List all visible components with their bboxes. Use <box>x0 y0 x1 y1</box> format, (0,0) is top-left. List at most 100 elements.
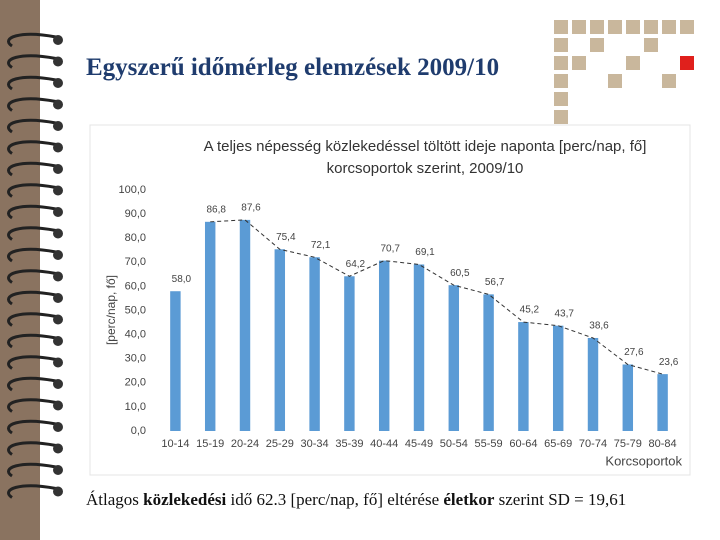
x-tick-label: 80-84 <box>649 438 677 450</box>
x-tick-label: 40-44 <box>370 438 398 450</box>
binding-hole <box>53 250 63 260</box>
binding-ring <box>7 398 57 413</box>
y-tick-label: 60,0 <box>125 280 146 292</box>
binding-hole <box>53 357 63 368</box>
x-tick-label: 75-79 <box>614 438 642 450</box>
bar <box>309 257 320 431</box>
footer: Átlagos közlekedési idő 62.3 [perc/nap, … <box>86 490 626 510</box>
x-tick-label: 65-69 <box>544 438 572 450</box>
trend-line <box>210 219 663 375</box>
value-label: 38,6 <box>589 321 609 332</box>
slide-title: Egyszerű időmérleg elemzések 2009/10 <box>86 54 500 81</box>
binding-hole <box>53 185 63 196</box>
deco-square <box>554 38 568 52</box>
binding-ring <box>7 204 57 220</box>
binding-hole <box>53 207 63 217</box>
binding-hole <box>53 271 63 282</box>
bar <box>622 364 634 431</box>
binding-ring <box>7 54 57 69</box>
bar <box>413 264 425 431</box>
bar <box>344 276 355 431</box>
y-axis-label: [perc/nap, fő] <box>104 275 118 345</box>
value-label: 86,8 <box>206 204 226 215</box>
footer-text: idő 62.3 [perc/nap, fő] eltérése <box>226 490 444 509</box>
x-tick-label: 10-14 <box>161 438 189 450</box>
value-label: 69,1 <box>415 247 435 258</box>
bar <box>204 221 216 431</box>
binding-hole <box>53 443 63 454</box>
bar <box>518 322 529 431</box>
value-label: 70,7 <box>380 243 400 254</box>
value-label: 75,4 <box>276 232 296 243</box>
value-label: 43,7 <box>554 308 574 319</box>
x-axis-label: Korcsoportok <box>605 453 682 468</box>
chart-title: A teljes népesség közlekedéssel töltött … <box>203 138 647 177</box>
bar <box>448 285 460 431</box>
binding-hole <box>53 336 63 346</box>
x-tick-label: 15-19 <box>196 438 224 450</box>
y-tick-label: 40,0 <box>125 329 146 341</box>
bar <box>239 219 251 431</box>
binding-hole <box>53 422 63 432</box>
binding-ring <box>7 312 57 327</box>
x-tick-label: 30-34 <box>301 438 329 450</box>
deco-square <box>554 56 568 70</box>
bar <box>657 374 668 431</box>
y-tick-label: 30,0 <box>125 353 146 365</box>
value-label: 72,1 <box>311 240 331 251</box>
deco-square <box>554 20 568 34</box>
deco-square <box>554 110 568 124</box>
binding-ring <box>7 75 57 91</box>
binding-ring <box>7 333 57 349</box>
x-tick-label: 60-64 <box>509 438 537 450</box>
binding-ring <box>7 484 57 499</box>
value-label: 58,0 <box>172 274 192 285</box>
binding-hole <box>53 400 63 411</box>
binding-ring <box>7 376 57 392</box>
x-tick-label: 20-24 <box>231 438 259 450</box>
x-tick-label: 50-54 <box>440 438 468 450</box>
binding-hole <box>53 142 63 153</box>
deco-square <box>590 20 604 34</box>
binding-ring <box>7 226 57 241</box>
deco-square <box>644 38 658 52</box>
binding-ring <box>7 140 57 155</box>
binding-hole <box>53 164 63 174</box>
deco-square <box>662 74 676 88</box>
binding-ring <box>7 462 57 478</box>
deco-square <box>554 74 568 88</box>
deco-square <box>554 92 568 106</box>
bar <box>483 294 494 431</box>
binding-hole <box>53 379 63 389</box>
y-tick-label: 90,0 <box>125 208 146 220</box>
binding-hole <box>53 314 63 325</box>
value-label: 56,7 <box>485 277 505 288</box>
binding-ring <box>7 161 57 177</box>
x-tick-label: 25-29 <box>266 438 294 450</box>
y-tick-label: 20,0 <box>125 377 146 389</box>
x-tick-label: 45-49 <box>405 438 433 450</box>
binding-ring <box>7 183 57 198</box>
footer-text: szerint SD = 19,61 <box>494 490 627 509</box>
binding-ring <box>7 355 57 370</box>
value-label: 45,2 <box>520 305 540 316</box>
binding-hole <box>53 121 63 131</box>
y-tick-label: 80,0 <box>125 232 146 244</box>
deco-square <box>572 56 586 70</box>
binding-hole <box>53 56 63 67</box>
binding-hole <box>53 78 63 88</box>
footer-bold: életkor <box>443 490 495 509</box>
chart-frame <box>89 124 691 476</box>
value-label: 64,2 <box>346 259 366 270</box>
x-tick-label: 70-74 <box>579 438 607 450</box>
bar <box>587 337 599 431</box>
binding-hole <box>53 99 63 110</box>
binding-ring <box>7 247 57 263</box>
value-label: 60,5 <box>450 268 470 279</box>
y-tick-label: 100,0 <box>118 184 146 196</box>
deco-square <box>680 20 694 34</box>
deco-square <box>626 20 640 34</box>
